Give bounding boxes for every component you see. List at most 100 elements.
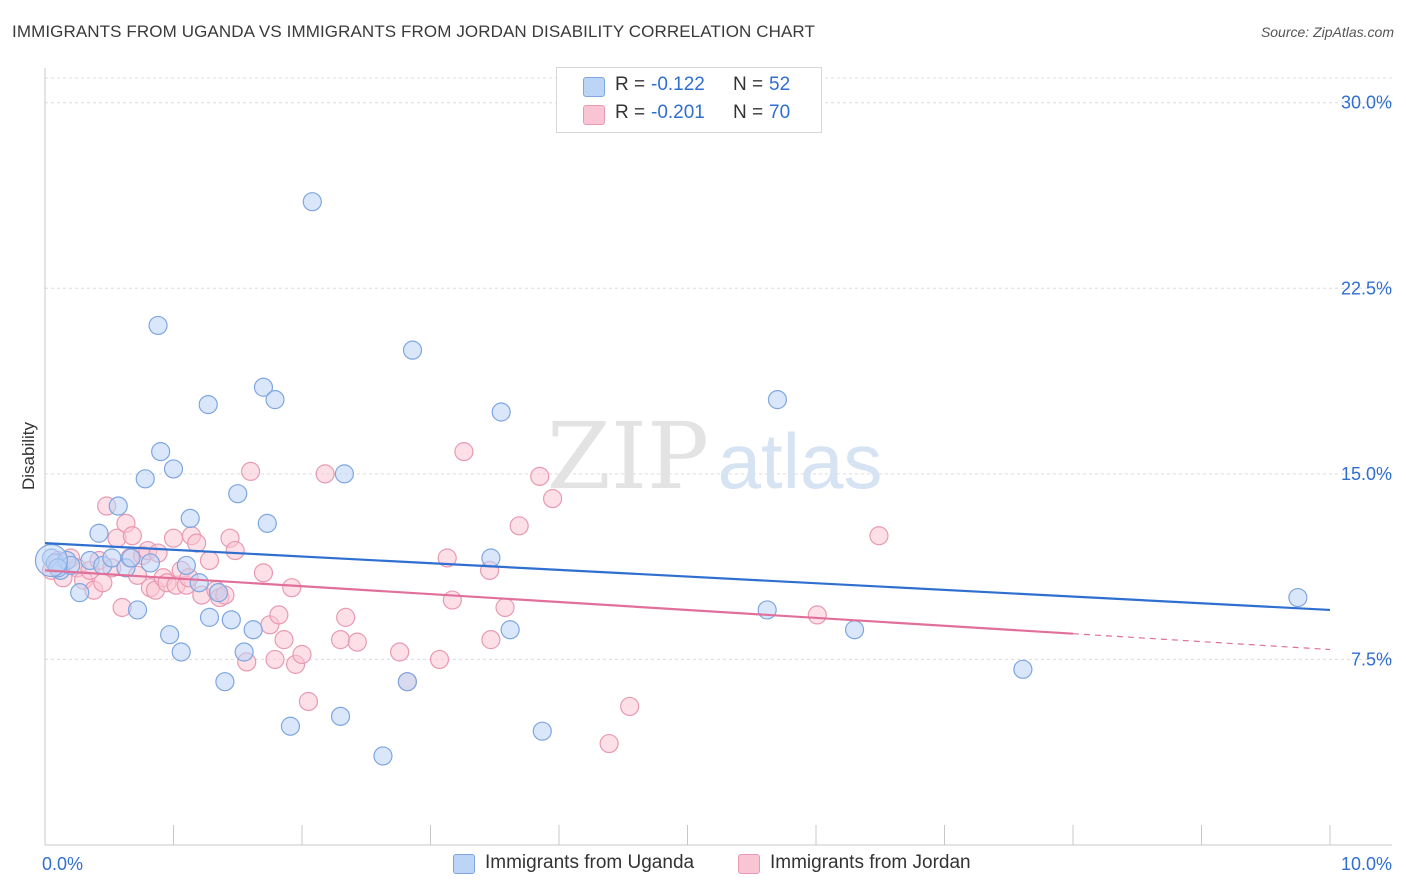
- uganda-point: [373, 746, 393, 766]
- uganda-point: [198, 394, 218, 415]
- r-label: R =: [615, 74, 646, 95]
- jordan-point: [495, 597, 515, 618]
- jordan-point: [530, 466, 550, 486]
- chart-title: IMMIGRANTS FROM UGANDA VS IMMIGRANTS FRO…: [12, 22, 815, 41]
- uganda-point: [199, 607, 220, 627]
- y-tick-label: 15.0%: [1341, 464, 1392, 484]
- uganda-point: [140, 553, 160, 573]
- n-value: 70: [769, 102, 791, 123]
- series-legend: Immigrants from Uganda Immigrants from J…: [0, 852, 1406, 878]
- jordan-point: [241, 461, 261, 481]
- uganda-point: [228, 484, 248, 504]
- jordan-point: [442, 590, 462, 610]
- correlation-legend: R = -0.122 N = 52 R = -0.201 N = 70: [556, 67, 822, 133]
- gridlines: [45, 77, 1392, 660]
- jordan-point: [269, 605, 289, 625]
- uganda-points: [34, 192, 1308, 766]
- jordan-point: [869, 526, 889, 546]
- uganda-point: [148, 315, 168, 336]
- watermark-atlas: atlas: [718, 417, 883, 505]
- uganda-point: [171, 642, 191, 662]
- uganda-point: [221, 610, 241, 630]
- uganda-point: [500, 620, 520, 640]
- r-label: R =: [615, 102, 646, 123]
- y-tick-label: 7.5%: [1351, 649, 1392, 669]
- uganda-point: [89, 523, 109, 543]
- jordan-point: [298, 691, 319, 712]
- jordan-point: [274, 630, 294, 650]
- uganda-point: [151, 442, 171, 462]
- uganda-trend-line: [44, 542, 1331, 612]
- uganda-point: [176, 555, 196, 576]
- trend-lines: [44, 542, 1331, 651]
- legend-row-jordan: R = -0.201 N = 70: [557, 100, 821, 128]
- uganda-point: [163, 459, 184, 479]
- uganda-point: [208, 583, 229, 603]
- uganda-point: [265, 390, 285, 410]
- uganda-point: [257, 513, 277, 533]
- uganda-point: [481, 548, 501, 568]
- uganda-point: [160, 625, 180, 645]
- uganda-point: [330, 706, 351, 726]
- jordan-point: [122, 526, 142, 546]
- axes: [44, 68, 1392, 846]
- jordan-legend-label: Immigrants from Jordan: [770, 852, 971, 873]
- watermark-zip: ZIP: [547, 403, 709, 510]
- n-value: 52: [769, 74, 791, 95]
- jordan-point: [429, 649, 450, 670]
- uganda-point: [215, 672, 235, 692]
- jordan-legend-swatch: [738, 854, 760, 874]
- uganda-point: [280, 716, 301, 736]
- y-tick-label: 30.0%: [1341, 93, 1392, 113]
- jordan-point: [163, 528, 184, 548]
- jordan-point: [390, 642, 410, 662]
- uganda-point: [234, 642, 254, 662]
- n-label: N =: [733, 74, 764, 95]
- jordan-point: [454, 442, 474, 462]
- jordan-trend-line: [44, 569, 1074, 635]
- jordan-point: [347, 632, 367, 652]
- uganda-point: [180, 508, 200, 529]
- y-tick-label: 22.5%: [1341, 278, 1392, 298]
- uganda-point: [767, 390, 788, 410]
- jordan-point: [509, 516, 529, 536]
- jordan-point: [330, 630, 351, 650]
- uganda-point: [1013, 659, 1033, 679]
- uganda-point: [491, 402, 511, 422]
- uganda-point: [302, 192, 322, 212]
- uganda-point: [844, 620, 865, 640]
- y-axis-label: Disability: [19, 421, 38, 490]
- uganda-point: [70, 583, 90, 603]
- x-tick-label: 0.0%: [42, 854, 83, 874]
- uganda-point: [532, 721, 552, 741]
- uganda-swatch: [583, 77, 605, 97]
- jordan-point: [481, 630, 501, 650]
- r-value: -0.122: [651, 74, 705, 95]
- jordan-point: [315, 464, 335, 484]
- jordan-swatch: [583, 105, 605, 125]
- uganda-point: [121, 548, 141, 568]
- uganda-point: [334, 464, 355, 484]
- watermark: ZIP atlas: [547, 403, 882, 510]
- uganda-legend-label: Immigrants from Uganda: [485, 852, 695, 873]
- jordan-point: [599, 733, 619, 754]
- jordan-point: [225, 540, 245, 561]
- jordan-point: [292, 644, 312, 665]
- jordan-point: [542, 489, 563, 509]
- jordan-point: [187, 533, 207, 553]
- uganda-point: [402, 340, 423, 360]
- uganda-point: [127, 600, 148, 620]
- jordan-point: [282, 578, 302, 598]
- uganda-point: [108, 496, 128, 516]
- uganda-point: [253, 377, 274, 397]
- uganda-point: [243, 620, 263, 640]
- jordan-point: [199, 550, 220, 571]
- jordan-trend-extension: [1072, 633, 1331, 651]
- uganda-point: [102, 548, 122, 568]
- n-label: N =: [733, 102, 764, 123]
- uganda-point: [397, 672, 417, 692]
- jordan-point: [807, 605, 827, 625]
- tick-labels: 7.5% 15.0% 22.5% 30.0% 0.0% 10.0%: [42, 93, 1392, 874]
- jordan-point: [437, 548, 457, 568]
